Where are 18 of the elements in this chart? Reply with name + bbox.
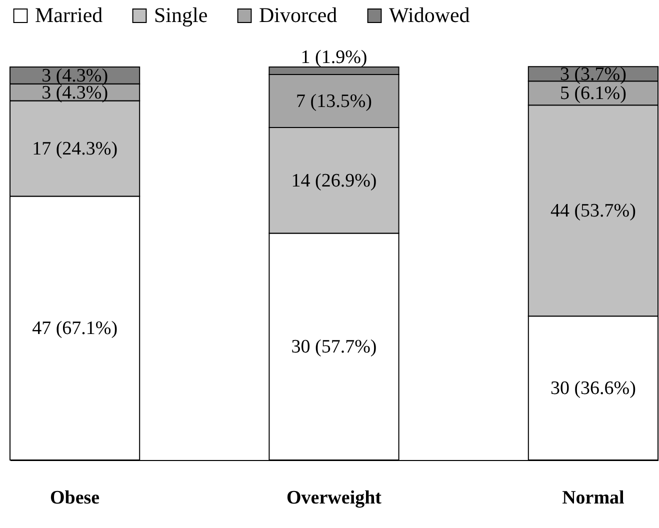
data-label: 3 (3.7%)	[560, 64, 626, 85]
data-label: 5 (6.1%)	[560, 83, 626, 104]
data-label: 3 (4.3%)	[42, 65, 108, 86]
legend-label: Divorced	[259, 2, 338, 27]
data-label: 17 (24.3%)	[32, 138, 118, 160]
legend-label: Married	[35, 2, 104, 27]
data-label: 7 (13.5%)	[296, 90, 372, 112]
x-tick-label: Obese	[50, 488, 100, 508]
data-label: 30 (36.6%)	[550, 378, 636, 400]
data-label: 44 (53.7%)	[550, 200, 636, 222]
x-tick-label: Normal	[562, 488, 624, 508]
x-tick-label: Overweight	[286, 488, 382, 508]
data-label: 1 (1.9%)	[300, 47, 368, 68]
data-label: 30 (57.7%)	[291, 336, 377, 358]
data-label: 47 (67.1%)	[32, 318, 118, 340]
data-label: 14 (26.9%)	[291, 170, 377, 192]
legend-label: Single	[154, 2, 208, 27]
legend-label: Widowed	[389, 2, 470, 27]
